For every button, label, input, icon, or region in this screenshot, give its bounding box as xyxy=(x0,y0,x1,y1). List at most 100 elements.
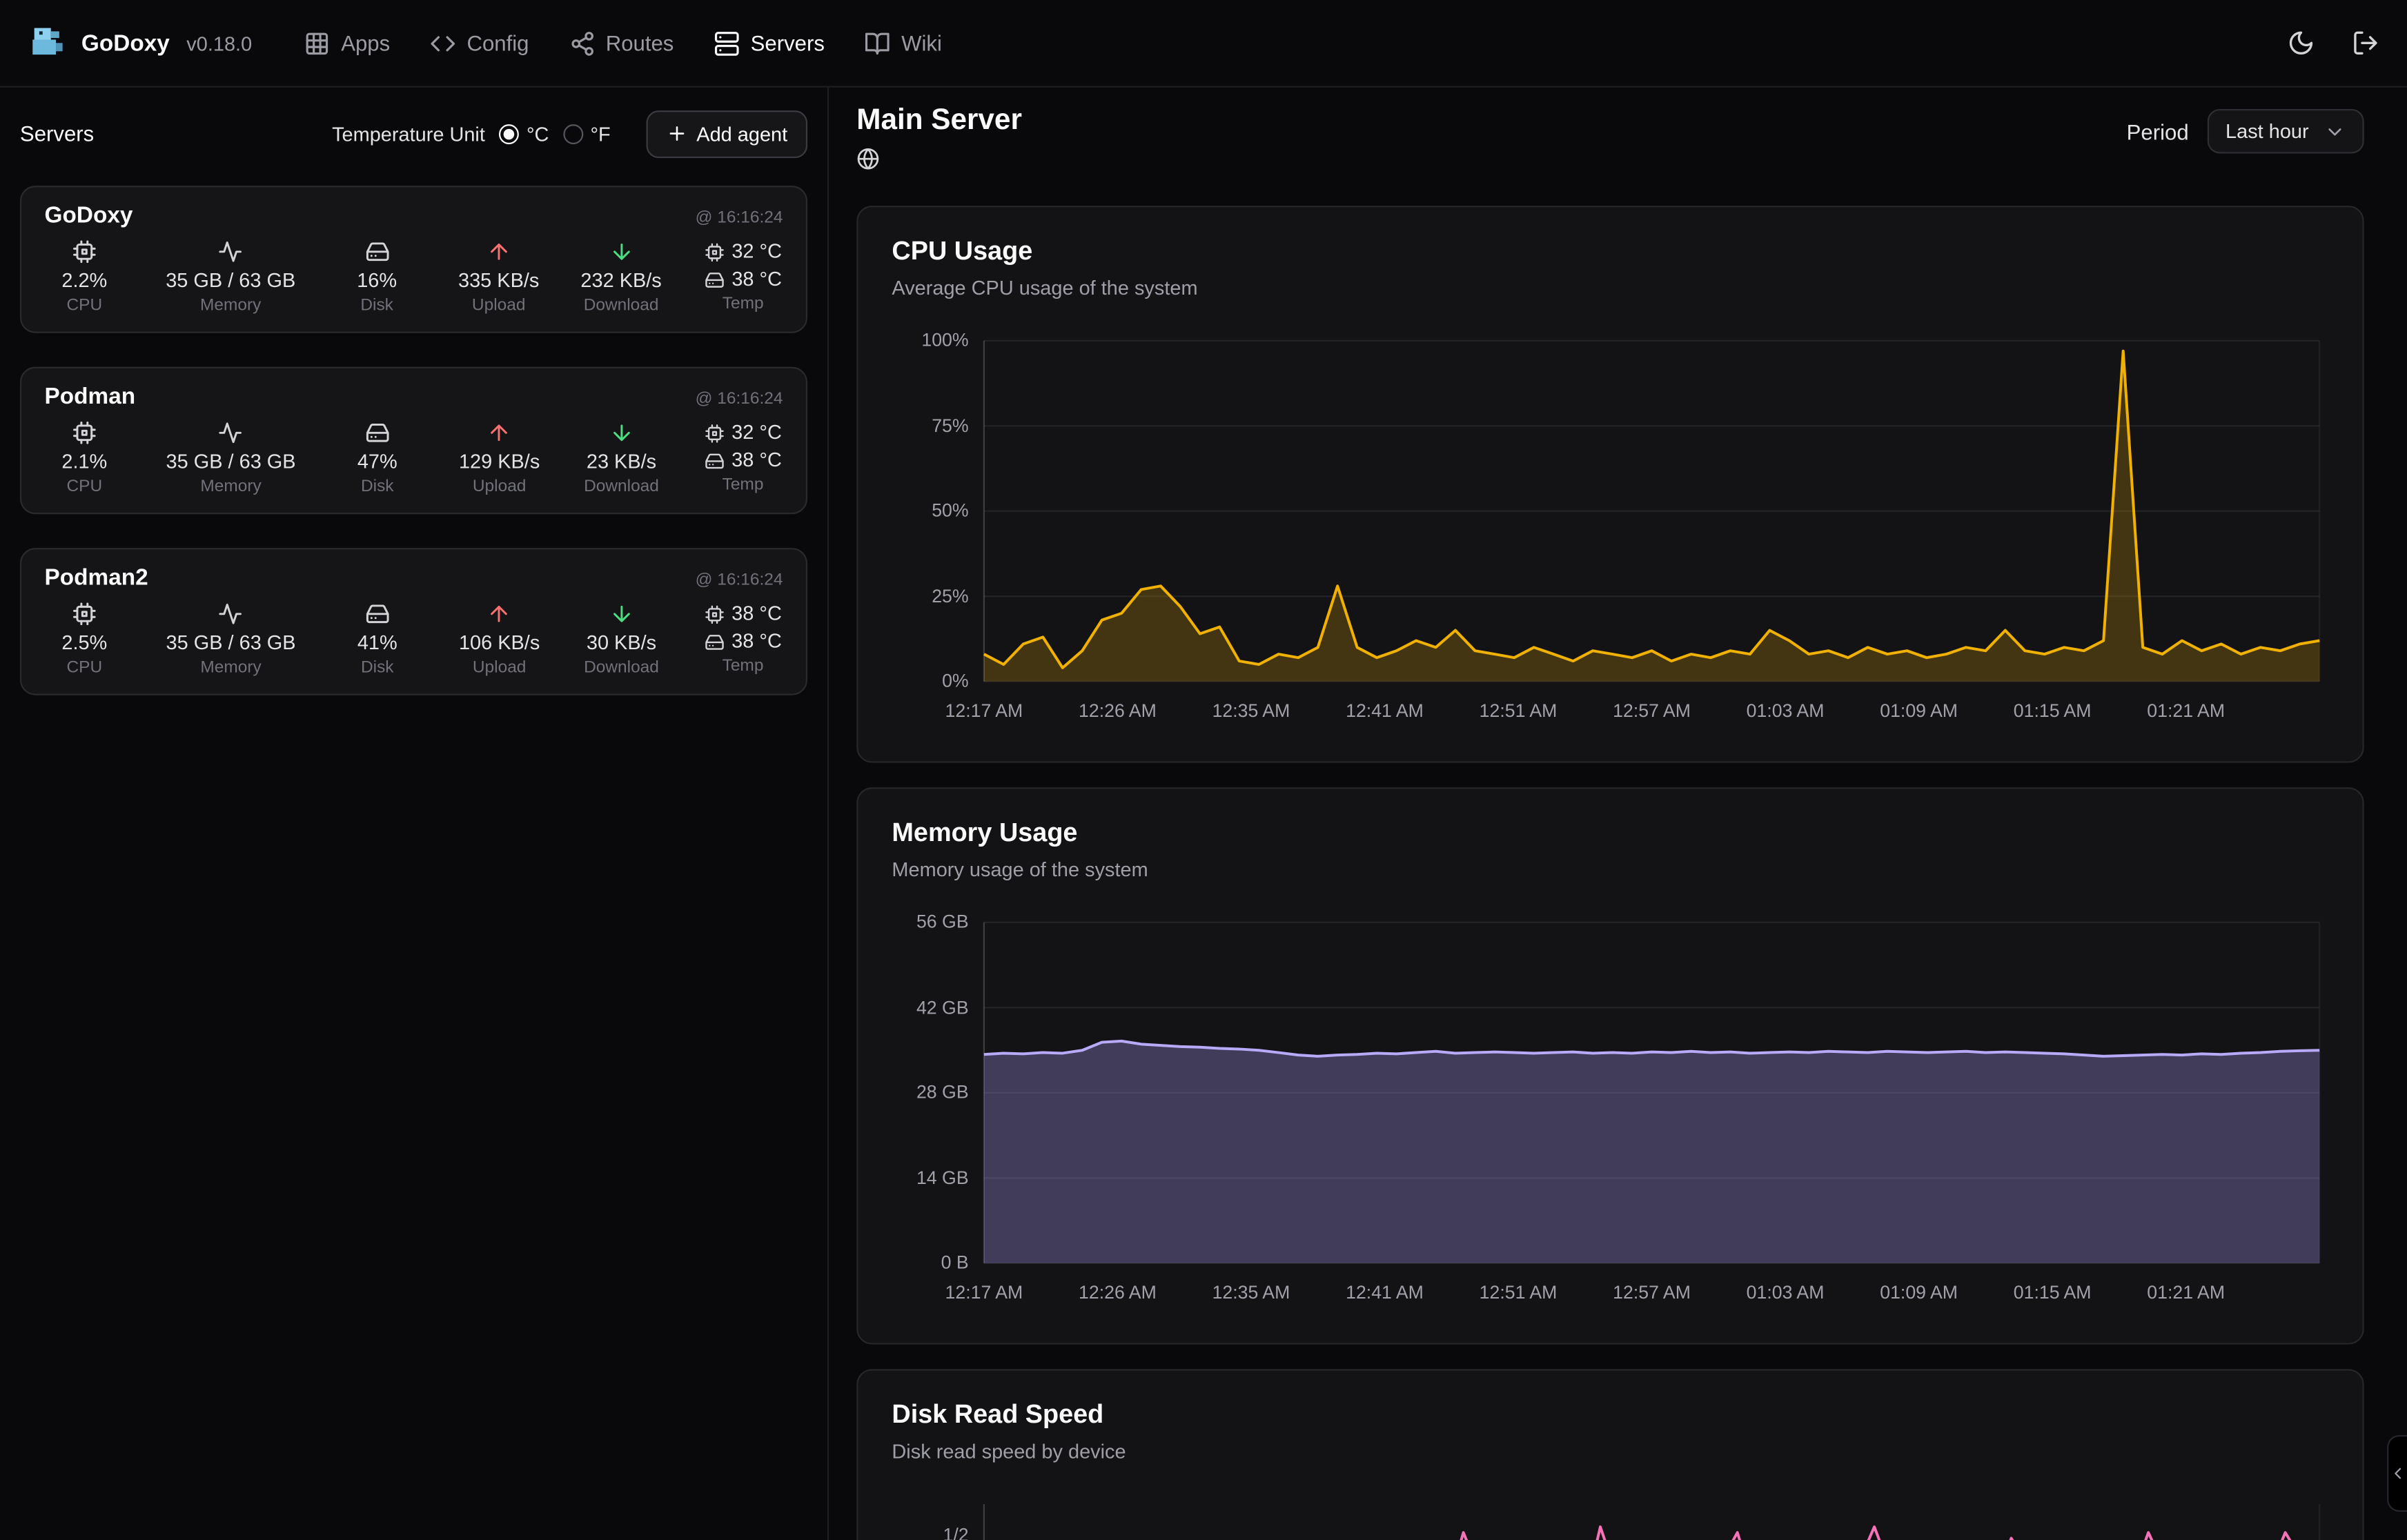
metric-cpu: 2.5% CPU xyxy=(45,602,125,677)
metric-memory: 35 GB / 63 GB Memory xyxy=(166,602,296,677)
y-tick-label: 75% xyxy=(892,416,968,436)
nav-item-wiki[interactable]: Wiki xyxy=(865,30,942,56)
nav-item-label: Apps xyxy=(341,30,390,55)
metric-cpu: 2.1% CPU xyxy=(45,421,125,496)
y-tick-label: 50% xyxy=(892,501,968,521)
x-tick-label: 12:35 AM xyxy=(1212,700,1290,721)
temperature-unit-group: Temperature Unit °C °F Add agent xyxy=(332,110,807,157)
arrow-down-icon xyxy=(609,421,634,446)
metric-value: 35 GB / 63 GB xyxy=(166,268,295,293)
metric-value: 232 KB/s xyxy=(580,268,661,293)
chevron-left-icon xyxy=(2388,1464,2407,1483)
metric-label: Memory xyxy=(200,296,261,315)
nav-item-routes[interactable]: Routes xyxy=(569,30,674,56)
server-list: GoDoxy @ 16:16:24 2.2% CPU 35 GB / 63 GB… xyxy=(20,186,807,695)
nav-item-servers[interactable]: Servers xyxy=(714,30,825,56)
celsius-radio-control[interactable] xyxy=(499,124,519,144)
cpu-usage-plot xyxy=(892,328,2328,733)
nav-item-label: Servers xyxy=(751,30,825,55)
fahrenheit-label: °F xyxy=(590,122,610,145)
disk-read-speed-plot xyxy=(892,1492,2328,1540)
temp-cpu-value: 38 °C xyxy=(731,602,782,626)
metric-value: 35 GB / 63 GB xyxy=(166,631,296,655)
metric-cpu: 2.2% CPU xyxy=(45,239,125,315)
server-card-godoxy[interactable]: GoDoxy @ 16:16:24 2.2% CPU 35 GB / 63 GB… xyxy=(20,186,807,333)
x-tick-label: 12:17 AM xyxy=(945,700,1023,721)
metric-label: Memory xyxy=(200,658,261,677)
nav-item-apps[interactable]: Apps xyxy=(304,30,390,56)
globe-icon[interactable] xyxy=(856,148,879,170)
period-select[interactable]: Last hour xyxy=(2207,109,2364,154)
app-viewport: GoDoxy v0.18.0 Apps Config Routes Servers Wi… xyxy=(0,0,2407,1540)
metric-label: Upload xyxy=(473,477,527,496)
y-tick-label: 1/2 MB/s xyxy=(892,1525,968,1540)
fahrenheit-radio[interactable]: °F xyxy=(562,122,610,145)
metric-value: 106 KB/s xyxy=(459,631,540,655)
y-tick-label: 0 B xyxy=(892,1253,968,1273)
metric-label: Temp xyxy=(723,476,764,495)
x-tick-label: 12:35 AM xyxy=(1212,1281,1290,1303)
cpu-icon xyxy=(72,239,97,264)
metric-upload: 129 KB/s Upload xyxy=(459,421,540,496)
metric-value: 16% xyxy=(357,268,397,293)
metric-disk: 41% Disk xyxy=(337,602,417,677)
hdd-icon xyxy=(365,602,390,626)
metric-label: CPU xyxy=(66,296,102,315)
metric-value: 2.5% xyxy=(61,631,107,655)
theme-toggle-moon-icon[interactable] xyxy=(2287,29,2315,57)
server-name: Podman xyxy=(45,384,136,410)
disk-read-speed-chart[interactable]: 1/2 MB/s xyxy=(892,1492,2328,1540)
nav-links: Apps Config Routes Servers Wiki xyxy=(304,30,942,56)
metric-value: 2.2% xyxy=(61,268,107,293)
metric-upload: 106 KB/s Upload xyxy=(459,602,540,677)
x-tick-label: 01:15 AM xyxy=(2014,1281,2092,1303)
celsius-radio[interactable]: °C xyxy=(499,122,549,145)
nav-item-config[interactable]: Config xyxy=(430,30,529,56)
memory-usage-plot xyxy=(892,910,2328,1315)
book-icon xyxy=(865,30,891,56)
metric-temp: 38 °C 38 °C Temp xyxy=(703,602,783,677)
cpu-usage-card: CPU Usage Average CPU usage of the syste… xyxy=(856,206,2364,762)
metric-disk: 47% Disk xyxy=(337,421,417,496)
activity-icon xyxy=(219,602,244,626)
panel-collapse-handle[interactable] xyxy=(2387,1435,2407,1512)
metric-label: CPU xyxy=(66,477,102,496)
hdd-icon xyxy=(365,421,390,446)
x-tick-label: 12:51 AM xyxy=(1480,1281,1558,1303)
nav-item-label: Wiki xyxy=(901,30,942,55)
y-tick-label: 0% xyxy=(892,671,968,691)
arrow-down-icon xyxy=(609,602,634,626)
server-card-podman2[interactable]: Podman2 @ 16:16:24 2.5% CPU 35 GB / 63 G… xyxy=(20,548,807,695)
server-timestamp: @ 16:16:24 xyxy=(696,390,783,408)
x-tick-label: 01:09 AM xyxy=(1880,700,1958,721)
metric-label: Upload xyxy=(473,658,527,677)
metric-memory: 35 GB / 63 GB Memory xyxy=(166,421,296,496)
metric-download: 232 KB/s Download xyxy=(580,239,661,315)
hdd-icon xyxy=(704,269,724,289)
fahrenheit-radio-control[interactable] xyxy=(562,124,582,144)
metric-value: 2.1% xyxy=(61,450,107,475)
server-icon xyxy=(714,30,740,56)
arrow-up-icon xyxy=(487,602,512,626)
logout-icon[interactable] xyxy=(2352,29,2379,57)
y-tick-label: 100% xyxy=(892,330,968,351)
temp-cpu-value: 32 °C xyxy=(731,421,782,446)
metric-value: 23 KB/s xyxy=(587,450,656,475)
metric-label: Memory xyxy=(200,477,261,496)
chart-subtitle: Average CPU usage of the system xyxy=(892,275,2328,301)
servers-panel: Servers Temperature Unit °C °F xyxy=(0,88,829,1540)
metric-label: Download xyxy=(584,658,659,677)
metric-value: 129 KB/s xyxy=(459,450,540,475)
brand-version: v0.18.0 xyxy=(186,32,252,55)
cpu-usage-chart[interactable]: 100%75%50%25%0%12:17 AM12:26 AM12:35 AM1… xyxy=(892,328,2328,733)
memory-usage-chart[interactable]: 56 GB42 GB28 GB14 GB0 B12:17 AM12:26 AM1… xyxy=(892,910,2328,1315)
nav-actions xyxy=(2287,29,2379,57)
period-control: Period Last hour xyxy=(2127,109,2364,154)
brand[interactable]: GoDoxy v0.18.0 xyxy=(28,23,252,63)
x-tick-label: 12:57 AM xyxy=(1613,700,1691,721)
server-card-podman[interactable]: Podman @ 16:16:24 2.1% CPU 35 GB / 63 GB… xyxy=(20,367,807,515)
add-agent-button[interactable]: Add agent xyxy=(646,110,807,157)
y-tick-label: 28 GB xyxy=(892,1083,968,1103)
grid-icon xyxy=(304,30,331,56)
metric-label: Download xyxy=(584,296,659,315)
